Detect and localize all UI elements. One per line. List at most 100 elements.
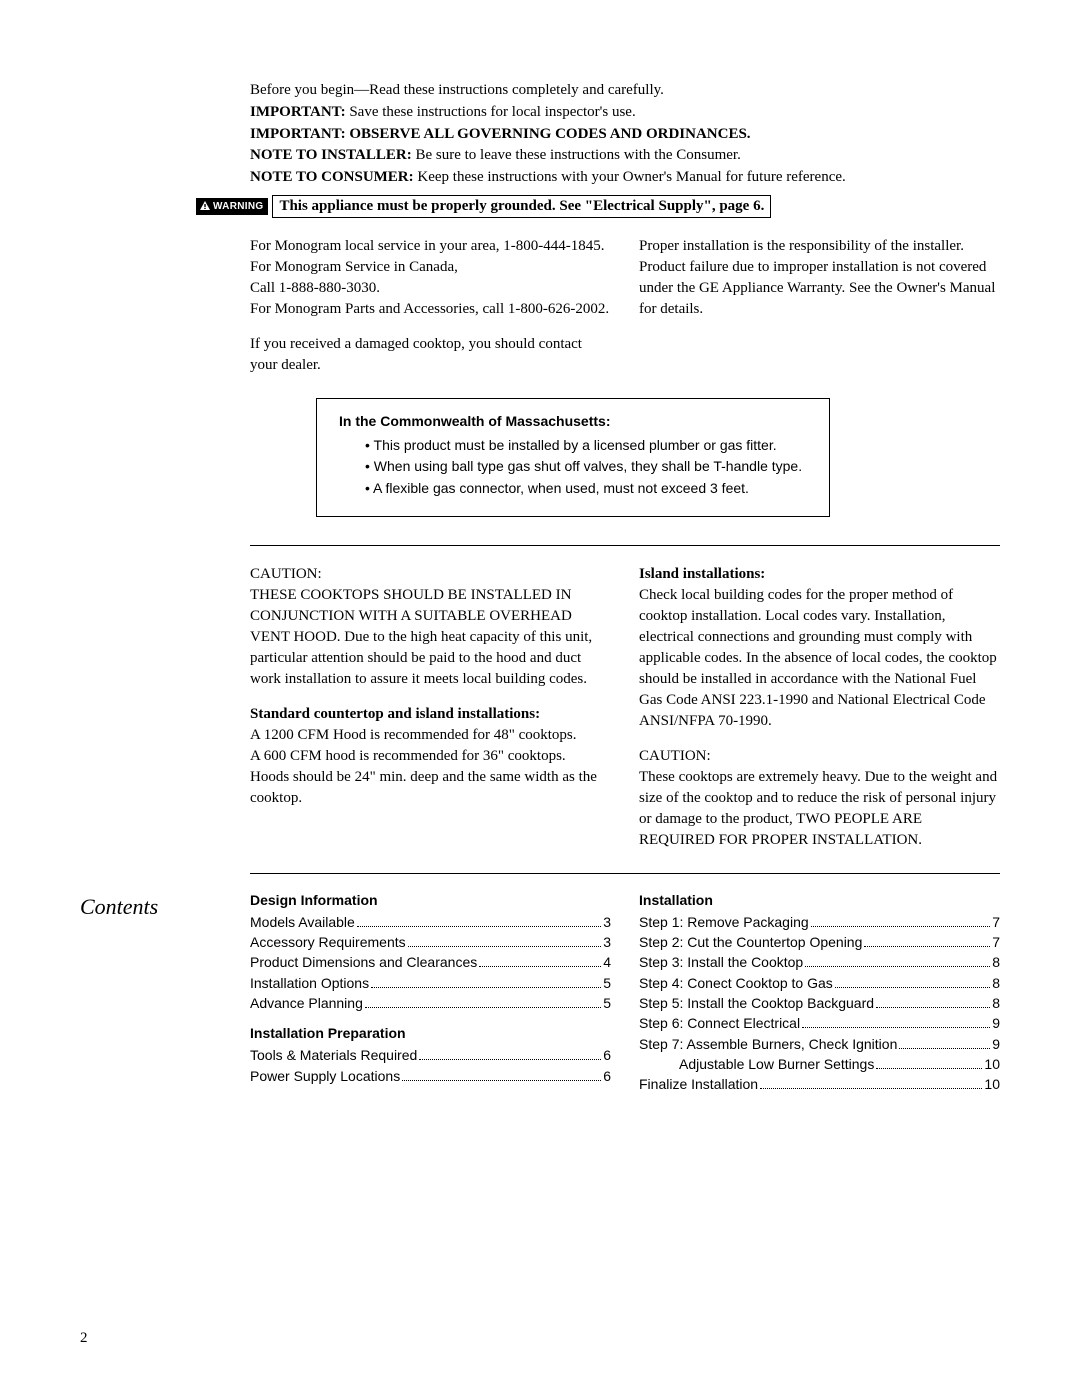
caution-right: Island installations: Check local buildi…	[639, 564, 1000, 851]
ma-item-1: • This product must be installed by a li…	[339, 435, 807, 457]
toc-right: Installation Step 1: Remove Packaging7St…	[639, 892, 1000, 1095]
toc-page: 9	[992, 1034, 1000, 1054]
service-left-p2: If you received a damaged cooktop, you s…	[250, 334, 611, 376]
caution-columns: CAUTION: THESE COOKTOPS SHOULD BE INSTAL…	[250, 564, 1000, 851]
toc-line: Step 2: Cut the Countertop Opening 7	[639, 932, 1000, 952]
page-number: 2	[80, 1330, 88, 1347]
toc-label: Step 4: Conect Cooktop to Gas	[639, 973, 833, 993]
toc-line: Step 7: Assemble Burners, Check Ignition…	[639, 1034, 1000, 1054]
toc-label: Adjustable Low Burner Settings	[639, 1054, 874, 1074]
toc-label: Product Dimensions and Clearances	[250, 952, 477, 972]
toc-left: Design Information Models Available3Acce…	[250, 892, 611, 1095]
toc-label: Finalize Installation	[639, 1074, 758, 1094]
toc-right-items: Step 1: Remove Packaging7Step 2: Cut the…	[639, 912, 1000, 1095]
contents-body: Design Information Models Available3Acce…	[250, 892, 1000, 1095]
toc-page: 8	[992, 952, 1000, 972]
intro-line-2: IMPORTANT: Save these instructions for l…	[250, 102, 1000, 124]
intro-line-4-rest: Be sure to leave these instructions with…	[412, 147, 741, 163]
toc-page: 8	[992, 973, 1000, 993]
caution-right-p1: Check local building codes for the prope…	[639, 587, 997, 729]
toc-page: 10	[984, 1074, 1000, 1094]
contents-row: Contents Design Information Models Avail…	[80, 892, 1000, 1095]
toc-line: Step 6: Connect Electrical9	[639, 1013, 1000, 1033]
intro-line-5-rest: Keep these instructions with your Owner'…	[414, 169, 846, 185]
toc-dots	[357, 926, 601, 927]
toc-dots	[835, 987, 990, 988]
service-left: For Monogram local service in your area,…	[250, 236, 611, 376]
toc-label: Step 7: Assemble Burners, Check Ignition	[639, 1034, 897, 1054]
toc-page: 6	[603, 1066, 611, 1086]
service-right-p1: Proper installation is the responsibilit…	[639, 236, 1000, 320]
intro-line-1: Before you begin—Read these instructions…	[250, 80, 1000, 102]
toc-page: 7	[992, 912, 1000, 932]
caution-right-p2: CAUTION: These cooktops are extremely he…	[639, 746, 1000, 851]
warning-badge: WARNING	[196, 198, 268, 215]
toc-line: Models Available 3	[250, 912, 611, 932]
toc-label: Step 3: Install the Cooktop	[639, 952, 803, 972]
toc-label: Accessory Requirements	[250, 932, 406, 952]
ma-item-3: • A flexible gas connector, when used, m…	[339, 478, 807, 500]
toc-dots	[811, 926, 991, 927]
toc-page: 8	[992, 993, 1000, 1013]
ma-heading: In the Commonwealth of Massachusetts:	[339, 413, 807, 429]
caution-left: CAUTION: THESE COOKTOPS SHOULD BE INSTAL…	[250, 564, 611, 851]
service-right: Proper installation is the responsibilit…	[639, 236, 1000, 376]
toc-dots	[365, 1007, 601, 1008]
toc-page: 4	[603, 952, 611, 972]
toc-line: Tools & Materials Required 6	[250, 1045, 611, 1065]
caution-right-h1: Island installations:	[639, 566, 765, 582]
toc-line: Finalize Installation 10	[639, 1074, 1000, 1094]
service-left-p1: For Monogram local service in your area,…	[250, 236, 611, 320]
toc-left-h1: Design Information	[250, 892, 611, 908]
toc-page: 10	[984, 1054, 1000, 1074]
toc-left-items2: Tools & Materials Required 6 Power Supply …	[250, 1045, 611, 1086]
toc-line: Advance Planning 5	[250, 993, 611, 1013]
toc-page: 6	[603, 1045, 611, 1065]
warning-badge-label: WARNING	[213, 201, 263, 212]
toc-dots	[876, 1068, 982, 1069]
intro-line-5-bold: NOTE TO CONSUMER:	[250, 169, 414, 185]
toc-dots	[402, 1080, 601, 1081]
toc-page: 5	[603, 993, 611, 1013]
toc-line: Step 1: Remove Packaging 7	[639, 912, 1000, 932]
toc-dots	[864, 946, 990, 947]
warning-triangle-icon	[200, 201, 210, 211]
intro-line-4: NOTE TO INSTALLER: Be sure to leave thes…	[250, 145, 1000, 167]
toc-dots	[760, 1088, 982, 1089]
toc-page: 7	[992, 932, 1000, 952]
caution-left-h2: Standard countertop and island installat…	[250, 706, 540, 722]
toc-dots	[802, 1027, 990, 1028]
toc-label: Models Available	[250, 912, 355, 932]
intro-line-3: IMPORTANT: OBSERVE ALL GOVERNING CODES A…	[250, 124, 1000, 146]
massachusetts-box: In the Commonwealth of Massachusetts: • …	[316, 398, 830, 517]
toc-dots	[371, 987, 601, 988]
caution-left-block2: Standard countertop and island installat…	[250, 704, 611, 809]
toc-right-h1: Installation	[639, 892, 1000, 908]
toc-dots	[408, 946, 602, 947]
toc-line: Step 4: Conect Cooktop to Gas 8	[639, 973, 1000, 993]
toc-page: 5	[603, 973, 611, 993]
toc-label: Installation Options	[250, 973, 369, 993]
toc-dots	[899, 1048, 990, 1049]
toc-line: Product Dimensions and Clearances 4	[250, 952, 611, 972]
intro-line-4-bold: NOTE TO INSTALLER:	[250, 147, 412, 163]
toc-label: Step 5: Install the Cooktop Backguard	[639, 993, 874, 1013]
caution-left-p1: CAUTION: THESE COOKTOPS SHOULD BE INSTAL…	[250, 564, 611, 690]
warning-text: This appliance must be properly grounded…	[272, 195, 771, 218]
toc-line: Accessory Requirements3	[250, 932, 611, 952]
service-columns: For Monogram local service in your area,…	[250, 236, 1000, 376]
toc-dots	[479, 966, 601, 967]
toc-label: Step 2: Cut the Countertop Opening	[639, 932, 862, 952]
toc-label: Step 6: Connect Electrical	[639, 1013, 800, 1033]
toc-line: Step 5: Install the Cooktop Backguard 8	[639, 993, 1000, 1013]
toc-label: Step 1: Remove Packaging	[639, 912, 809, 932]
toc-left-h2: Installation Preparation	[250, 1025, 611, 1041]
toc-left-items1: Models Available 3Accessory Requirements3…	[250, 912, 611, 1013]
toc-page: 3	[603, 912, 611, 932]
toc-line: Installation Options 5	[250, 973, 611, 993]
toc-dots	[419, 1059, 601, 1060]
toc-label: Tools & Materials Required	[250, 1045, 417, 1065]
ma-item-2: • When using ball type gas shut off valv…	[339, 456, 807, 478]
toc-label: Advance Planning	[250, 993, 363, 1013]
toc-label: Power Supply Locations	[250, 1066, 400, 1086]
